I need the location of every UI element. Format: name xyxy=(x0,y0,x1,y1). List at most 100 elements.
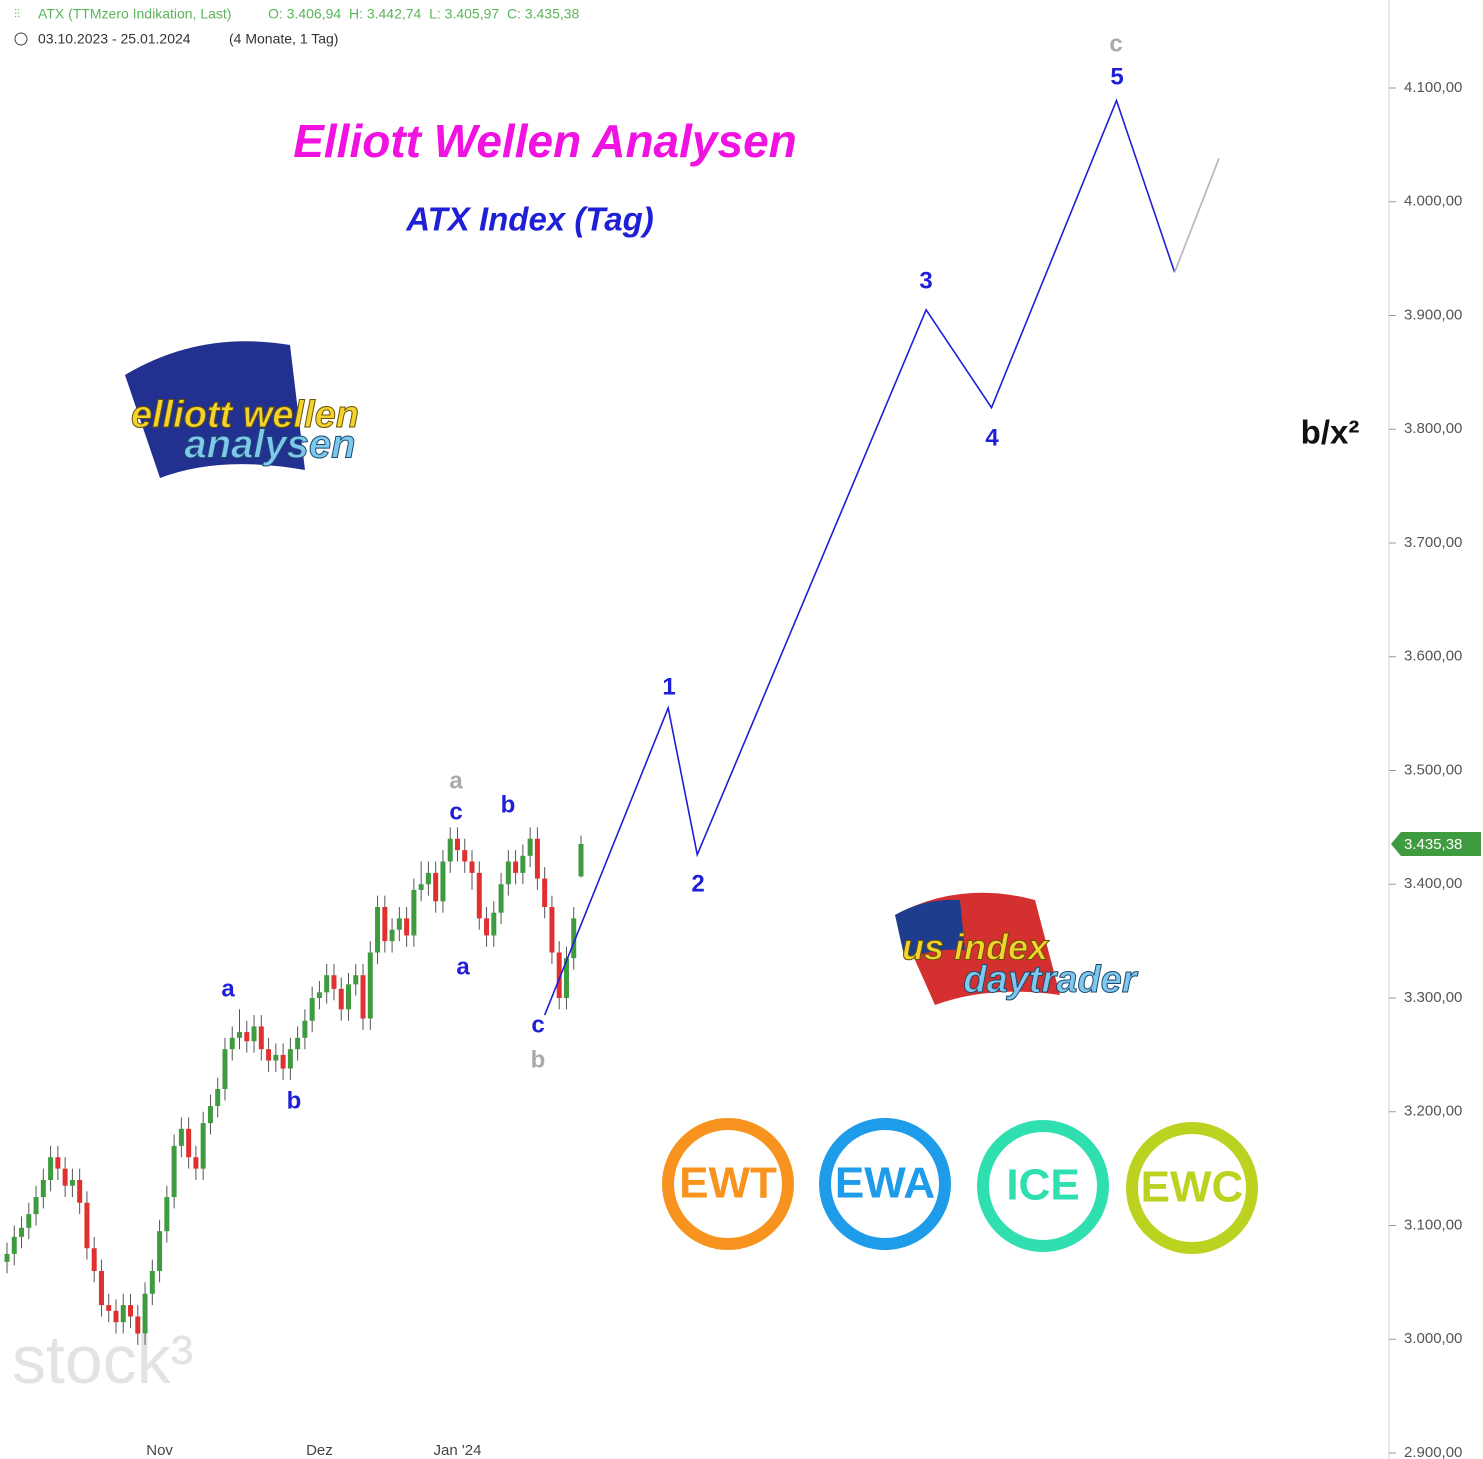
candle-body xyxy=(418,884,424,890)
candle-body xyxy=(98,1271,104,1306)
candle-body xyxy=(454,838,460,851)
wave-label: a xyxy=(449,767,463,794)
candle-body xyxy=(106,1305,112,1311)
candle-body xyxy=(425,872,431,885)
candle-body xyxy=(244,1032,250,1042)
candle-body xyxy=(258,1026,264,1050)
candle-body xyxy=(447,838,453,862)
eu-logo-text: elliott wellen xyxy=(131,394,359,436)
y-tick-label: 3.900,00 xyxy=(1404,306,1462,323)
badge-ring xyxy=(1126,1122,1258,1254)
y-tick-label: 3.400,00 xyxy=(1404,875,1462,892)
last-price-badge xyxy=(1391,832,1481,857)
ohlc: O: 3.406,94 H: 3.442,74 L: 3.405,97 C: 3… xyxy=(268,6,580,22)
date-span: (4 Monate, 1 Tag) xyxy=(229,31,338,47)
candle-body xyxy=(302,1020,308,1038)
candle-body xyxy=(338,988,344,1010)
candle-body xyxy=(520,855,526,873)
y-tick-label: 4.000,00 xyxy=(1404,193,1462,210)
candle-body xyxy=(128,1305,134,1317)
candle-body xyxy=(69,1180,75,1186)
candle-body xyxy=(396,918,402,930)
candle-body xyxy=(331,975,337,989)
instrument: ATX (TTMzero Indikation, Last) xyxy=(38,6,231,22)
y-tick-label: 3.500,00 xyxy=(1404,761,1462,778)
badge-ring xyxy=(977,1120,1109,1252)
candle-body xyxy=(77,1180,83,1203)
wave-label: b xyxy=(501,791,516,818)
us-flag-canton xyxy=(895,899,965,960)
candle-body xyxy=(215,1089,221,1107)
candle-body xyxy=(207,1106,213,1124)
candle-body xyxy=(534,838,540,879)
wave-label: 3 xyxy=(919,267,932,294)
y-tick-label: 3.200,00 xyxy=(1404,1103,1462,1120)
candle-body xyxy=(367,952,373,1019)
candle-body xyxy=(48,1157,54,1180)
candle-body xyxy=(273,1054,279,1061)
title: Elliott Wellen Analysen xyxy=(293,115,797,167)
us-logo: us index daytrader xyxy=(895,892,1139,1005)
candle-body xyxy=(353,975,359,985)
candle-body xyxy=(375,907,381,953)
last-price-label: 3.435,38 xyxy=(1404,836,1462,853)
us-logo-text: daytrader xyxy=(963,959,1138,1001)
candle-body xyxy=(513,861,519,873)
candle-body xyxy=(578,844,584,877)
projection-line xyxy=(1173,158,1220,273)
candle-body xyxy=(542,878,548,907)
candle-body xyxy=(26,1214,32,1228)
candle-body xyxy=(324,975,330,993)
y-tick-label: 3.100,00 xyxy=(1404,1216,1462,1233)
candle-body xyxy=(171,1145,177,1198)
candle-body xyxy=(186,1128,192,1158)
y-tick-label: 2.900,00 xyxy=(1404,1444,1462,1459)
y-tick-label: 3.300,00 xyxy=(1404,989,1462,1006)
candle-body xyxy=(360,975,366,1019)
y-tick-label: 3.800,00 xyxy=(1404,420,1462,437)
candle-body xyxy=(411,889,417,936)
candle-body xyxy=(295,1037,301,1050)
badge-ring xyxy=(819,1118,951,1250)
candle-body xyxy=(404,918,410,936)
candle-body xyxy=(527,838,533,856)
candle-body xyxy=(11,1236,17,1254)
header-icon: ⫶⫶ xyxy=(14,7,20,21)
candle-body xyxy=(389,929,395,942)
candle-body xyxy=(309,998,315,1021)
badge-text: ICE xyxy=(1006,1161,1079,1210)
wave-label: a xyxy=(221,975,235,1002)
us-logo-text: us index xyxy=(902,927,1050,968)
clock-icon xyxy=(14,32,28,46)
date-range: 03.10.2023 - 25.01.2024 xyxy=(38,31,191,47)
candle-body xyxy=(433,872,439,902)
badge-text: EWC xyxy=(1141,1163,1244,1212)
candle-body xyxy=(505,861,511,885)
y-tick-label: 4.100,00 xyxy=(1404,79,1462,96)
candle-body xyxy=(469,861,475,873)
candle-body xyxy=(462,850,468,862)
badge-text: EWA xyxy=(835,1159,935,1208)
badges: EWT EWA ICE EWC xyxy=(662,1118,1258,1254)
candle-body xyxy=(120,1305,126,1323)
candle-body xyxy=(440,861,446,902)
candle-body xyxy=(251,1026,257,1042)
wave-label: 2 xyxy=(691,870,704,897)
candle-body xyxy=(491,912,497,936)
eu-logo: elliott wellen analysen xyxy=(125,341,360,478)
candle-body xyxy=(498,884,504,913)
candle-body xyxy=(266,1049,272,1061)
candle-body xyxy=(571,918,577,959)
wave-label: b xyxy=(531,1046,546,1073)
candle-body xyxy=(382,907,388,942)
candle-body xyxy=(149,1271,155,1294)
candle-body xyxy=(178,1128,184,1146)
wave-label: b xyxy=(287,1087,302,1114)
candle-body xyxy=(19,1227,25,1237)
wave-label: 4 xyxy=(985,424,999,451)
wave-label: 5 xyxy=(1110,63,1123,90)
badge-ring xyxy=(662,1118,794,1250)
candle-body xyxy=(316,992,322,998)
x-tick-label: Dez xyxy=(306,1442,333,1459)
candle-body xyxy=(193,1157,199,1169)
